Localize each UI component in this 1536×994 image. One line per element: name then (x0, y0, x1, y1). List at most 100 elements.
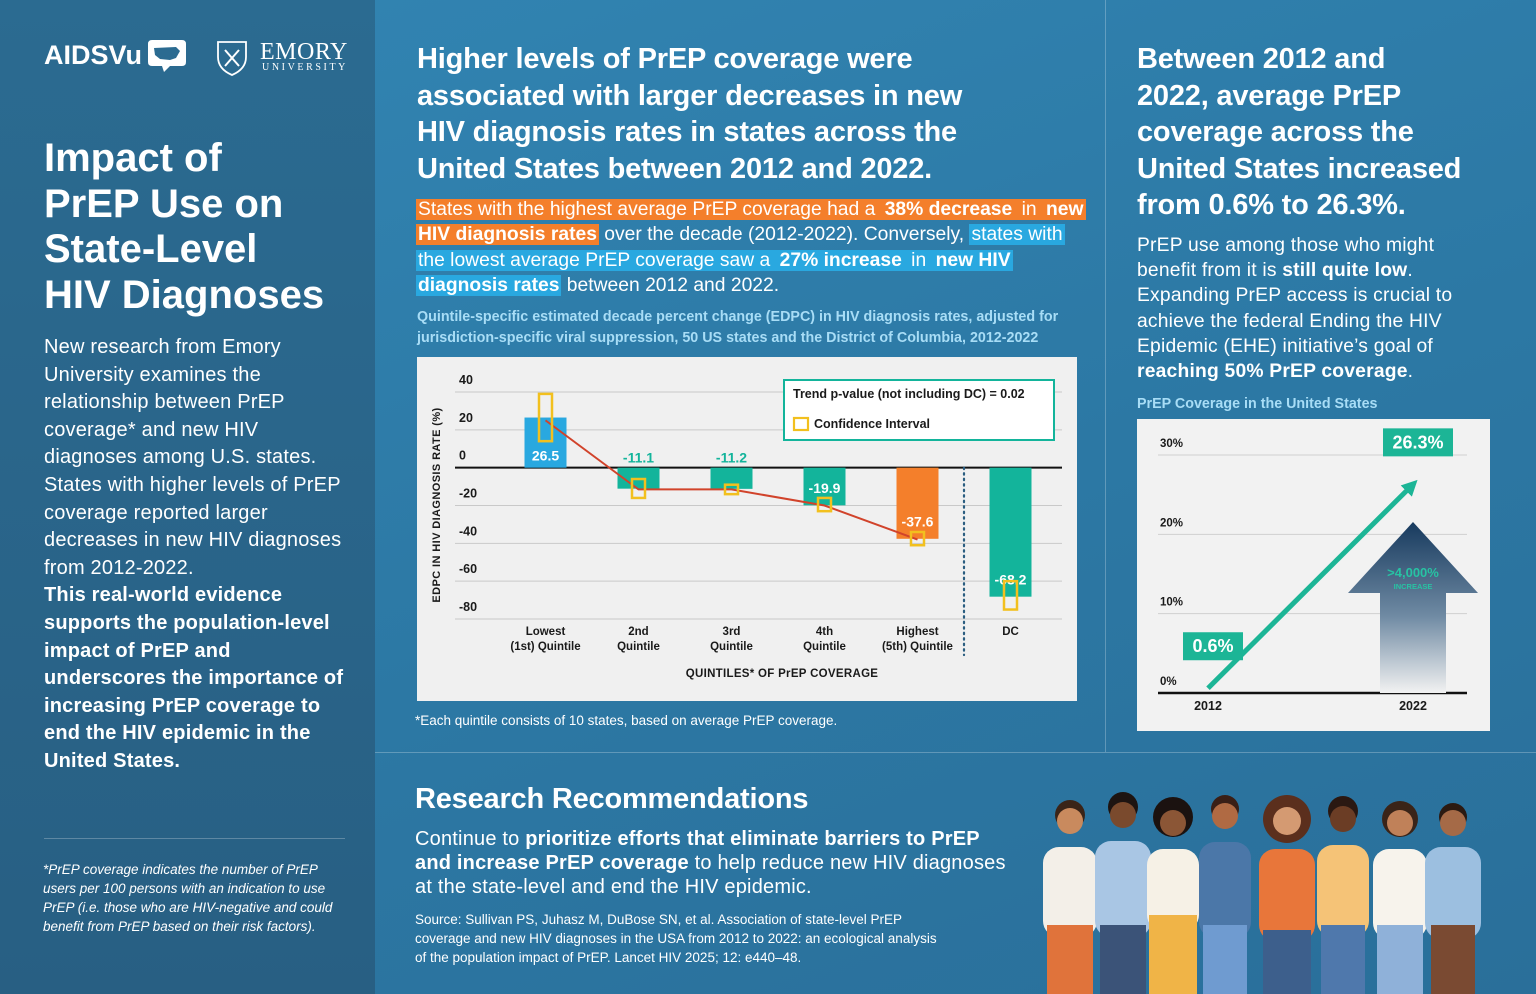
x-tick-label: Lowest (1st) Quintile (510, 626, 581, 653)
increase-arrow (1348, 522, 1478, 693)
confidence-interval (1002, 579, 1019, 611)
y-tick-label: 30% (1160, 438, 1183, 450)
summary-text: in (903, 249, 934, 271)
y-tick-label: -60 (459, 562, 477, 576)
recommendation-text: to help reduce new HIV diagnoses at the … (415, 852, 1006, 898)
annotation: >4,000% (1387, 565, 1439, 580)
data-label: -11.1 (623, 449, 654, 465)
intro-bold: This real-world evidence supports the po… (44, 584, 344, 772)
title-line: HIV Diagnoses (44, 272, 325, 317)
headline: Between 2012 and 2022, average PrEP cove… (1137, 41, 1461, 224)
logo-shield (217, 41, 247, 76)
headline-line: associated with larger decreases in new (417, 79, 963, 112)
logo-aidsvu: AIDSVu (44, 40, 143, 70)
chart-title: Quintile-specific estimated decade perce… (417, 309, 1059, 346)
trend-line (544, 419, 918, 541)
confidence-interval (909, 530, 926, 547)
person (1199, 795, 1251, 994)
headline: Higher levels of PrEP coverage were asso… (417, 41, 962, 187)
headline-line: HIV diagnosis rates in states across the (417, 116, 957, 148)
summary-text: in (1014, 199, 1044, 220)
title-line: State-Level (44, 227, 258, 271)
bar-chart: 40 20 0 -20 -40 -60 -80 26.5 -11.1 -11.2 -19.9 -37.… (417, 357, 1077, 701)
title-line: PrEP Use on (44, 181, 284, 226)
person (1373, 801, 1427, 994)
paragraph-text: PrEP use among those who might benefit f… (1137, 235, 1435, 282)
y-tick-label: 40 (459, 373, 473, 387)
value-label-box (1183, 632, 1243, 661)
paragraph: PrEP use among those who might benefit f… (1137, 233, 1497, 384)
y-tick-label: -40 (459, 524, 477, 538)
y-tick-label: -80 (459, 600, 477, 614)
data-label: -19.9 (809, 480, 841, 496)
data-label: -68.2 (995, 571, 1027, 587)
bar (896, 467, 939, 539)
data-label: -11.2 (716, 449, 747, 465)
bar (989, 467, 1032, 597)
y-tick-label: -20 (459, 487, 477, 501)
title-line: Impact of (44, 136, 222, 180)
y-tick-label: 20 (459, 411, 473, 425)
person (1259, 795, 1315, 994)
summary-text: over the decade (2012-2022). Conversely, (598, 224, 970, 246)
data-label: -37.6 (902, 513, 934, 529)
person (1317, 796, 1369, 994)
confidence-interval (816, 496, 833, 513)
headline-line: United States between 2012 and 2022. (417, 152, 933, 185)
confidence-interval (630, 477, 647, 500)
y-tick-label: 0 (459, 449, 466, 463)
y-tick-label: 20% (1160, 517, 1183, 529)
value-label-box (1383, 428, 1453, 457)
person (1425, 803, 1481, 994)
headline-line: 2022, average PrEP (1137, 79, 1402, 112)
y-tick-label: 10% (1160, 597, 1183, 609)
paragraph-text: . (1407, 361, 1414, 383)
paragraph-bold: reaching 50% PrEP coverage (1137, 361, 1408, 383)
data-label: 26.5 (532, 447, 559, 463)
headline-line: coverage across the (1137, 116, 1414, 148)
intro: New research from Emory University exami… (44, 334, 349, 776)
summary-bold: 38% decrease (882, 199, 1015, 220)
x-tick-label: 2022 (1399, 699, 1427, 713)
confidence-interval (723, 483, 740, 496)
value-label: 26.3% (1392, 432, 1443, 452)
line-chart-svg: 0% 10% 20% 30% >4,000% INCREASE 0.6% 2012 26.3% 2… (1158, 428, 1478, 713)
x-tick-label: Highest (5th) Quintile (882, 626, 953, 653)
value-label: 0.6% (1192, 636, 1233, 656)
person (1043, 800, 1097, 994)
divider (44, 838, 345, 839)
source: Source: Sullivan PS, Juhasz M, DuBose SN… (415, 912, 937, 965)
person (1147, 797, 1199, 994)
chart-note: *Each quintile consists of 10 states, ba… (415, 713, 838, 728)
summary-text: States with the highest average PrEP cov… (416, 199, 883, 220)
x-axis-title: QUINTILES* OF PrEP COVERAGE (685, 668, 879, 680)
footnote: *PrEP coverage indicates the number of P… (43, 862, 333, 934)
summary: States with the highest average PrEP cov… (416, 197, 1091, 298)
paragraph-text: . Expanding PrEP access is crucial to ac… (1137, 260, 1453, 357)
x-tick-label: 2012 (1194, 699, 1222, 713)
left-panel (0, 0, 375, 994)
recommendation-bold: prioritize efforts that eliminate barrie… (415, 828, 980, 874)
divider (375, 752, 1536, 753)
people-illustration (1043, 792, 1481, 994)
line-chart: 0% 10% 20% 30% >4,000% INCREASE 0.6% 2012 26.3% 2… (1137, 419, 1490, 731)
legend-trend: Trend p-value (not including DC) = 0.02 (793, 387, 1025, 401)
main-title: Impact of PrEP Use on State-Level HIV Di… (44, 136, 324, 318)
x-tick-label: DC (1002, 626, 1019, 638)
logo-emory: EMORY (260, 39, 348, 65)
divider (1105, 0, 1106, 752)
x-tick-label: 2nd Quintile (617, 626, 660, 653)
annotation: INCREASE (1394, 582, 1433, 591)
legend-ci: Confidence Interval (814, 417, 930, 431)
summary-bold: 27% increase (777, 249, 904, 271)
intro-text: New research from Emory University exami… (44, 336, 342, 579)
legend-ci-swatch (792, 416, 810, 432)
summary-text: between 2012 and 2022. (561, 274, 780, 296)
recommendation: Continue to prioritize efforts that elim… (415, 827, 1015, 899)
x-tick-label: 4th Quintile (803, 626, 846, 653)
bar-chart-svg: 40 20 0 -20 -40 -60 -80 26.5 -11.1 -11.2 -19.9 -37.… (455, 373, 1062, 657)
section-title: Research Recommendations (415, 783, 809, 815)
confidence-interval (537, 392, 554, 443)
headline-line: United States increased (1137, 152, 1462, 185)
